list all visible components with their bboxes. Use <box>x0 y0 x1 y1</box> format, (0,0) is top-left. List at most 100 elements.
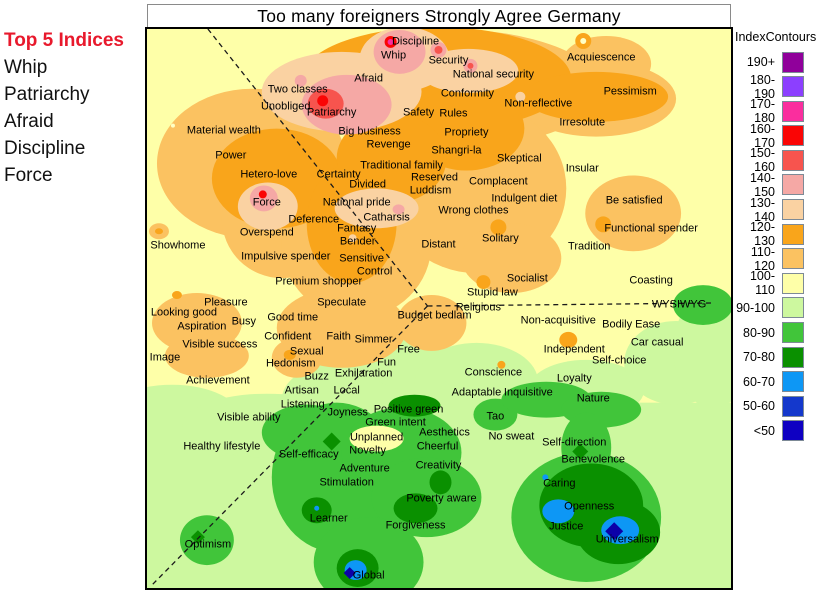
legend-color-swatch <box>782 100 804 122</box>
map-label: Skeptical <box>497 152 542 165</box>
map-label: Security <box>428 54 469 67</box>
top-index-item: Whip <box>4 57 48 78</box>
legend-row: <50 <box>731 420 817 442</box>
legend-row: 140-150 <box>731 171 817 199</box>
map-label: Artisan <box>284 384 319 397</box>
map-label: Unobliged <box>260 100 311 113</box>
map-label: Conformity <box>440 87 495 100</box>
legend-range-label: 130-140 <box>749 195 775 224</box>
map-label: Caring <box>543 477 576 490</box>
map-label: Faith <box>326 330 351 343</box>
map-label: Pessimism <box>603 85 657 98</box>
legend-row: 180-190 <box>731 73 817 101</box>
map-label: Pleasure <box>204 296 248 309</box>
map-label: Control <box>356 265 393 278</box>
legend-color-swatch <box>782 51 804 73</box>
map-label: Fantasy <box>337 222 377 235</box>
map-label: Self-efficacy <box>278 448 339 461</box>
map-label: Bodily Ease <box>602 318 661 331</box>
map-label: Bender <box>339 235 376 248</box>
map-label: Shangri-la <box>431 144 482 157</box>
legend-rows: 190+ 180-190 170-180 160-170 150-160 140-150 1… <box>731 51 817 442</box>
map-label: Fun <box>377 356 397 369</box>
map-label: Visible success <box>182 338 258 351</box>
legend-range-label: 110-120 <box>750 244 775 273</box>
top-indices-heading: Top 5 Indices <box>4 30 125 51</box>
map-label: Local <box>333 384 360 397</box>
map-label: Discipline <box>391 35 440 48</box>
top-index-item: Force <box>4 165 53 186</box>
map-label: Hetero-love <box>240 168 298 181</box>
map-label: Poverty aware <box>406 492 477 505</box>
map-label: Universalism <box>595 533 659 546</box>
map-label: Achievement <box>186 374 250 387</box>
map-label: Wrong clothes <box>438 204 509 217</box>
legend-color-swatch <box>782 223 804 245</box>
map-label: Tao <box>486 410 505 423</box>
legend-color-swatch <box>782 420 804 442</box>
map-label: Independent <box>543 343 605 356</box>
map-label: Functional spender <box>604 222 698 235</box>
map-label: Good time <box>267 311 319 324</box>
map-label: Socialist <box>506 272 548 285</box>
top-index-item: Afraid <box>4 111 54 132</box>
map-label: Positive green <box>373 403 444 416</box>
legend-color-swatch <box>782 297 804 319</box>
legend-color-swatch <box>782 125 804 147</box>
map-label: Solitary <box>482 232 519 245</box>
legend-color-swatch <box>782 76 804 98</box>
legend-row: 50-60 <box>731 395 817 417</box>
map-label: Material wealth <box>186 124 261 137</box>
map-label: Aesthetics <box>419 426 470 439</box>
map-label: Cheerful <box>416 440 459 453</box>
map-label: Certainty <box>316 168 361 181</box>
map-label: WYSIWYG <box>651 298 707 311</box>
map-label: Creativity <box>415 459 462 472</box>
map-label: Impulsive spender <box>241 250 331 263</box>
map-label: Hedonism <box>265 357 316 370</box>
legend-row: 100-110 <box>731 269 817 297</box>
map-label: Complacent <box>469 175 528 188</box>
map-label: Irresolute <box>559 116 606 129</box>
map-label: Acquiescence <box>566 51 636 64</box>
quadrant-divider-dashed-line <box>150 305 428 587</box>
legend-color-swatch <box>782 248 804 270</box>
legend-row: 160-170 <box>731 122 817 150</box>
map-label: Unplanned <box>349 431 404 444</box>
legend-row: 90-100 <box>731 297 817 319</box>
legend-color-swatch <box>782 272 804 294</box>
map-label: Exhilaration <box>334 367 393 380</box>
map-label: Afraid <box>354 72 383 85</box>
legend-color-swatch <box>782 322 804 344</box>
legend-range-label: 90-100 <box>736 300 775 315</box>
contour-layers <box>147 29 731 588</box>
map-label: Aspiration <box>177 320 227 333</box>
legend-row: 60-70 <box>731 371 817 393</box>
map-label: Buzz <box>304 370 329 383</box>
legend-range-label: 50-60 <box>743 399 775 414</box>
legend-row: 150-160 <box>731 146 817 174</box>
map-label: Religious <box>455 301 502 314</box>
map-label: Budget bedlam <box>397 309 472 322</box>
legend-color-swatch <box>782 174 804 196</box>
map-label: Car casual <box>630 336 684 349</box>
map-label: Visible ability <box>217 411 281 424</box>
top-indices-panel: Top 5 Indices Whip Patriarchy Afraid Discip… <box>4 27 144 189</box>
chart-title-text: Too many foreigners Strongly Agree Germa… <box>257 5 621 26</box>
legend-range-label: 180-190 <box>749 72 775 101</box>
map-label: Reserved <box>410 171 459 184</box>
map-label: National pride <box>322 196 391 209</box>
map-label: Justice <box>549 520 584 533</box>
map-label: Optimism <box>184 538 232 551</box>
map-label: Distant <box>421 238 456 251</box>
legend-color-swatch <box>782 346 804 368</box>
legend-color-swatch <box>782 199 804 221</box>
legend-range-label: 160-170 <box>749 121 775 150</box>
map-label: Sensitive <box>339 252 384 265</box>
map-label: Two classes <box>267 83 328 96</box>
map-label: Force <box>252 196 281 209</box>
map-label: Busy <box>231 315 257 328</box>
legend-range-label: 80-90 <box>743 325 775 340</box>
map-label: Openness <box>564 500 615 513</box>
